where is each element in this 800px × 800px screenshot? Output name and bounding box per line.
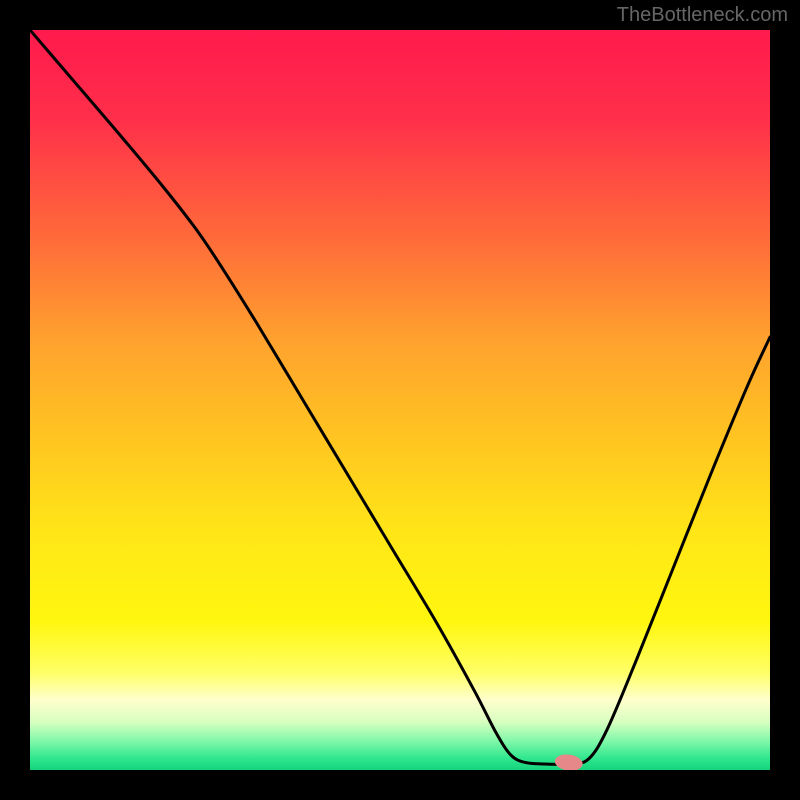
bottleneck-curve-chart xyxy=(30,30,770,770)
watermark-text: TheBottleneck.com xyxy=(617,4,788,27)
chart-frame: TheBottleneck.com xyxy=(0,0,800,800)
plot-svg xyxy=(30,30,770,770)
gradient-background xyxy=(30,30,770,770)
